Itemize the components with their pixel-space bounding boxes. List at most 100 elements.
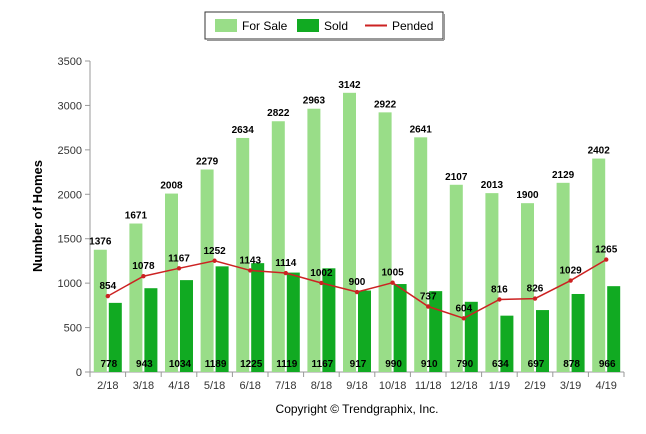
x-tick-label: 1/19 (489, 380, 510, 392)
label-pended: 1078 (132, 261, 155, 272)
bar-for-sale (414, 137, 428, 372)
bar-for-sale (521, 203, 534, 372)
x-tick-label: 9/18 (346, 380, 367, 392)
label-sold: 790 (456, 359, 473, 370)
label-for-sale: 2129 (552, 170, 575, 181)
label-for-sale: 1376 (89, 237, 112, 248)
legend-label-pended: Pended (392, 19, 433, 33)
bar-for-sale (343, 92, 356, 373)
legend: For Sale Sold Pended (204, 11, 445, 41)
label-for-sale: 2008 (160, 181, 183, 192)
label-sold: 1034 (169, 359, 192, 370)
pended-point (461, 316, 466, 321)
pended-line-layer (105, 257, 609, 321)
x-tick-label: 12/18 (450, 380, 478, 392)
bar-sold (144, 288, 158, 372)
pended-point (604, 257, 609, 262)
pended-point (390, 280, 395, 285)
bar-sold (500, 315, 514, 372)
label-for-sale: 2402 (588, 146, 611, 157)
pended-point (105, 293, 111, 299)
bar-for-sale (378, 112, 392, 372)
bar-for-sale (485, 193, 499, 372)
pended-point (532, 296, 538, 301)
y-tick-label: 2500 (58, 145, 82, 157)
pended-point (141, 274, 146, 279)
label-for-sale: 2013 (481, 180, 504, 191)
bar-sold (358, 290, 371, 372)
label-for-sale: 2963 (303, 96, 326, 107)
label-pended: 1005 (381, 268, 404, 279)
label-sold: 910 (421, 359, 438, 370)
label-pended: 604 (455, 303, 472, 314)
bar-sold (286, 272, 300, 372)
label-for-sale: 2822 (267, 108, 290, 119)
label-for-sale: 2107 (445, 172, 468, 183)
x-tick-label: 7/18 (275, 380, 296, 392)
y-tick-label: 3500 (58, 56, 82, 68)
bar-sold (429, 291, 443, 372)
label-sold: 778 (100, 359, 117, 370)
bar-sold (108, 302, 122, 372)
label-sold: 917 (350, 359, 367, 370)
legend-label-sold: Sold (324, 19, 348, 33)
pended-point (319, 280, 324, 286)
label-for-sale: 2641 (410, 124, 433, 135)
y-tick-label: 0 (76, 367, 82, 379)
label-sold: 878 (563, 359, 580, 370)
pended-point (283, 270, 288, 276)
label-pended: 1114 (275, 258, 297, 269)
legend-swatch-sold (297, 19, 319, 32)
legend-swatch-for-sale (215, 19, 237, 32)
label-sold: 1167 (312, 359, 334, 370)
label-for-sale: 3142 (338, 80, 361, 91)
label-for-sale: 2279 (196, 156, 219, 167)
bar-sold (571, 293, 585, 372)
label-sold: 990 (385, 359, 402, 370)
label-pended: 854 (99, 281, 116, 292)
y-tick-label: 2000 (58, 189, 82, 201)
label-sold: 634 (492, 359, 509, 370)
pended-point (426, 304, 431, 309)
label-for-sale: 1900 (516, 190, 539, 201)
bar-for-sale (449, 184, 463, 372)
x-tick-label: 6/18 (239, 380, 260, 392)
y-tick-label: 500 (64, 323, 82, 335)
bar-sold (393, 284, 407, 372)
label-sold: 697 (528, 359, 545, 370)
bar-for-sale (592, 158, 606, 372)
label-pended: 900 (349, 277, 366, 288)
x-tick-label: 2/18 (97, 380, 118, 392)
label-pended: 816 (491, 284, 508, 295)
data-labels-layer: 1376 778 1671 943 2008 1034 2279 1189 2634 1225 28… (89, 80, 618, 370)
label-sold: 1119 (276, 359, 298, 370)
pended-point (248, 268, 253, 273)
pended-point (176, 266, 182, 271)
label-for-sale: 2634 (232, 125, 255, 136)
bar-for-sale (236, 137, 250, 372)
bar-for-sale (307, 108, 321, 373)
bar-sold (464, 301, 478, 372)
x-tick-label: 3/19 (560, 380, 581, 392)
label-pended: 1252 (203, 246, 226, 257)
legend-box (204, 11, 444, 40)
bar-for-sale (129, 223, 143, 372)
label-sold: 966 (599, 359, 616, 370)
bar-for-sale (200, 169, 214, 372)
x-tick-label: 5/18 (204, 380, 225, 392)
bar-sold (180, 280, 193, 372)
bar-for-sale (556, 182, 570, 372)
bars-layer (93, 92, 621, 373)
x-tick-label: 11/18 (415, 380, 442, 392)
bar-sold (251, 263, 265, 372)
bar-for-sale (271, 121, 285, 372)
y-tick-label: 3000 (58, 100, 82, 112)
y-axis-title: Number of Homes (30, 160, 45, 272)
x-tick-label: 4/19 (595, 380, 616, 392)
label-sold: 1225 (240, 359, 263, 370)
label-pended: 1002 (310, 268, 333, 279)
bar-sold (322, 268, 336, 372)
label-pended: 737 (420, 292, 437, 303)
bar-sold (215, 266, 229, 372)
